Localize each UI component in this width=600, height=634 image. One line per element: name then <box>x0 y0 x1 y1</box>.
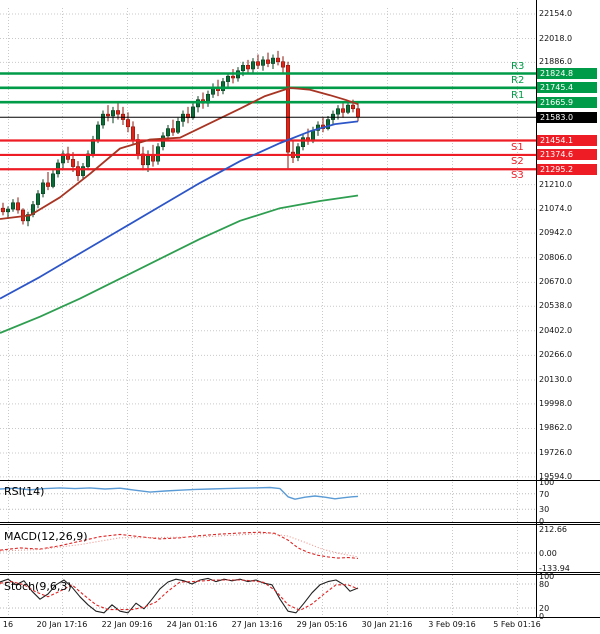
indicator-tick-label: 0.00 <box>539 549 557 558</box>
price-tick-label: 20670.0 <box>539 277 573 287</box>
price-tick-label: 20806.0 <box>539 252 573 262</box>
r3-label: R3 <box>511 61 525 72</box>
price-tick-label: 20538.0 <box>539 301 573 311</box>
s1-price-badge: 21454.1 <box>537 135 597 146</box>
s1-label: S1 <box>511 142 524 153</box>
r1-label: R1 <box>511 90 525 101</box>
indicator-tick-label: 0 <box>539 612 545 621</box>
x-axis-label: 24 Jan 01:16 <box>166 620 218 629</box>
x-axis-label: 22 Jan 09:16 <box>101 620 153 629</box>
price-tick-label: 20402.0 <box>539 325 573 335</box>
indicator-tick-label: 100 <box>539 572 555 581</box>
r3-price-badge: 21824.8 <box>537 68 597 79</box>
s2-label: S2 <box>511 156 524 167</box>
price-tick-label: 21074.0 <box>539 204 573 214</box>
indicator-tick-label: 212.66 <box>539 525 567 535</box>
x-axis-label: 3 Feb 09:16 <box>428 620 476 629</box>
indicator-tick-label: 30 <box>539 505 550 515</box>
indicator-tick-label: 80 <box>539 580 550 589</box>
price-tick-label: 19862.0 <box>539 423 573 433</box>
s3-label: S3 <box>511 170 524 181</box>
indicator-tick-label: 20 <box>539 604 550 613</box>
price-tick-label: 19594.0 <box>539 471 573 481</box>
x-axis-label: 5 Feb 01:16 <box>493 620 541 629</box>
indicator-tick-label: 70 <box>539 489 550 499</box>
price-tick-label: 20942.0 <box>539 228 573 238</box>
x-axis-label: 27 Jan 13:16 <box>231 620 283 629</box>
indicator-tick-label: 0 <box>539 517 545 526</box>
price-tick-label: 20130.0 <box>539 374 573 384</box>
price-tick-label: 22018.0 <box>539 33 573 43</box>
macd-panel-title: MACD(12,26,9) <box>4 530 88 543</box>
price-tick-label: 20266.0 <box>539 350 573 360</box>
r2-price-badge: 21745.4 <box>537 82 597 93</box>
price-tick-label: 22154.0 <box>539 8 573 18</box>
x-axis-label: 16 <box>2 620 14 629</box>
indicator-tick-label: -133.94 <box>539 564 570 574</box>
s2-price-badge: 21374.6 <box>537 149 597 160</box>
s3-price-badge: 21295.2 <box>537 164 597 175</box>
price-tick-label: 21210.0 <box>539 179 573 189</box>
rsi-panel-title: RSI(14) <box>4 485 45 498</box>
r1-price-badge: 21665.9 <box>537 97 597 108</box>
price-tick-label: 19726.0 <box>539 448 573 458</box>
price-tick-label: 21886.0 <box>539 57 573 67</box>
x-axis-label: 30 Jan 21:16 <box>361 620 413 629</box>
indicator-tick-label: 100 <box>539 478 555 487</box>
x-axis-label: 29 Jan 05:16 <box>296 620 348 629</box>
r2-label: R2 <box>511 75 525 86</box>
x-axis-label: 20 Jan 17:16 <box>36 620 88 629</box>
current-price-badge: 21583.0 <box>537 112 597 123</box>
stoch-panel-title: Stoch(9,6,3) <box>4 580 72 593</box>
price-tick-label: 19998.0 <box>539 398 573 408</box>
